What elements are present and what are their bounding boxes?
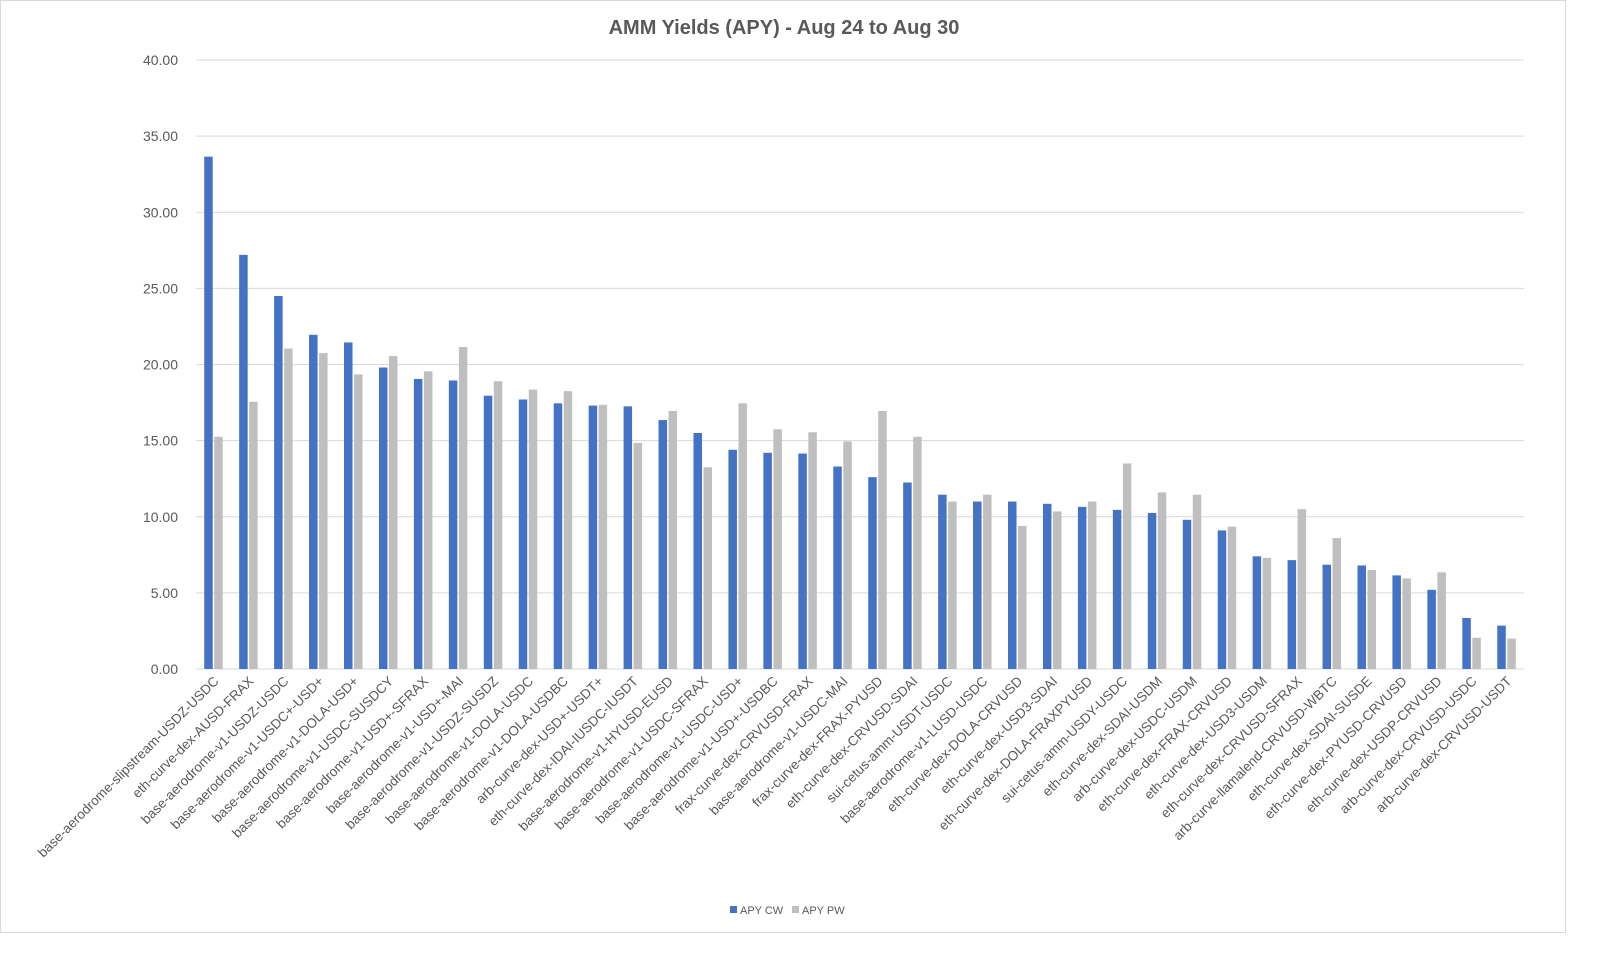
bar-apy-cw (344, 342, 353, 669)
bar-apy-pw (983, 494, 992, 669)
bar-apy-pw (1157, 492, 1167, 669)
y-tick-label: 15.00 (143, 433, 178, 449)
bar-apy-cw (1008, 501, 1017, 669)
bar-apy-cw (868, 477, 877, 669)
bar-apy-cw (274, 295, 283, 669)
y-tick-label: 25.00 (143, 280, 178, 296)
bar-apy-cw (728, 449, 737, 669)
bar-apy-pw (1262, 557, 1272, 669)
legend-swatch (792, 906, 799, 913)
bar-apy-pw (913, 436, 922, 669)
y-tick-label: 40.00 (143, 52, 178, 68)
bar-apy-pw (1367, 570, 1376, 669)
bar-apy-pw (493, 381, 503, 669)
bar-apy-pw (878, 410, 887, 669)
bar-apy-pw (319, 353, 328, 669)
bar-apy-cw (658, 420, 668, 669)
bar-apy-pw (458, 346, 468, 669)
bar-apy-cw (483, 395, 493, 669)
bar-apy-cw (204, 156, 213, 669)
bar-apy-pw (808, 432, 817, 669)
bar-apy-cw (693, 433, 702, 669)
bar-apy-cw (1287, 560, 1297, 669)
bar-apy-cw (1112, 509, 1122, 669)
chart-title: AMM Yields (APY) - Aug 24 to Aug 30 (609, 17, 960, 39)
bar-apy-pw (1297, 509, 1307, 669)
bar-apy-cw (798, 453, 807, 669)
bar-apy-pw (1052, 511, 1062, 669)
bar-apy-cw (1147, 512, 1157, 669)
bar-apy-cw (1322, 564, 1332, 669)
bar-apy-cw (413, 378, 423, 669)
bar-apy-cw (763, 452, 772, 669)
bar-apy-pw (1122, 463, 1132, 669)
bar-apy-cw (1392, 575, 1401, 669)
bar-apy-pw (214, 436, 223, 669)
bar-apy-pw (563, 391, 573, 669)
bar-apy-cw (903, 482, 912, 669)
bar-apy-cw (1217, 530, 1227, 669)
y-tick-label: 10.00 (143, 509, 178, 525)
bar-apy-pw (773, 429, 782, 669)
bar-apy-cw (1077, 506, 1087, 669)
bar-apy-cw (1427, 589, 1436, 669)
bar-apy-cw (378, 367, 388, 669)
bar-apy-pw (1437, 572, 1446, 669)
y-axis-ticks: 0.00 5.00 10.00 15.00 20.00 25.00 30.00 35.00 40… (143, 52, 178, 677)
bar-apy-pw (354, 374, 363, 669)
bar-apy-pw (528, 389, 538, 669)
bar-apy-pw (738, 403, 747, 669)
bar-apy-pw (703, 467, 712, 669)
bars (204, 156, 1516, 669)
bar-apy-cw (623, 406, 633, 669)
bar-apy-cw (1497, 625, 1506, 669)
bar-apy-cw (518, 399, 528, 669)
bar-apy-cw (1357, 565, 1366, 669)
bar-apy-pw (423, 371, 433, 669)
bar-apy-pw (843, 441, 852, 669)
bar-apy-pw (1018, 525, 1027, 669)
chart-frame: 0.00 5.00 10.00 15.00 20.00 25.00 30.00 35.00 40… (0, 0, 1566, 933)
bar-apy-cw (309, 334, 318, 669)
bar-apy-cw (1252, 556, 1262, 669)
bar-apy-pw (284, 348, 293, 669)
bar-apy-pw (388, 356, 398, 669)
y-tick-label: 0.00 (151, 661, 178, 677)
bar-apy-cw (1182, 519, 1192, 669)
bar-apy-pw (1332, 538, 1342, 669)
bar-apy-pw (249, 401, 258, 669)
bar-apy-pw (668, 410, 678, 669)
legend-label: APY PW (802, 905, 845, 917)
x-axis-labels: base-aerodrome-slipstream-USDZ-USDCeth-c… (35, 673, 1515, 860)
bar-apy-pw (598, 404, 608, 669)
y-tick-label: 20.00 (143, 357, 178, 373)
bar-apy-pw (1472, 637, 1481, 669)
bar-apy-pw (1402, 578, 1411, 669)
bar-apy-cw (973, 501, 982, 669)
bar-apy-cw (1462, 617, 1471, 669)
bar-apy-cw (833, 466, 842, 669)
bar-apy-pw (1087, 501, 1097, 669)
bar-apy-cw (588, 405, 598, 669)
y-tick-label: 35.00 (143, 128, 178, 144)
bar-apy-cw (1042, 503, 1052, 669)
bar-apy-cw (448, 380, 458, 669)
y-tick-label: 5.00 (151, 585, 178, 601)
y-tick-label: 30.00 (143, 204, 178, 220)
bar-apy-pw (633, 442, 643, 669)
bar-apy-cw (938, 494, 947, 669)
bar-chart: 0.00 5.00 10.00 15.00 20.00 25.00 30.00 35.00 40… (35, 17, 1524, 917)
bar-apy-cw (553, 403, 563, 669)
legend: APY CW APY PW (730, 905, 845, 917)
bar-apy-cw (239, 254, 248, 669)
bar-apy-pw (1192, 494, 1202, 669)
bar-apy-pw (1507, 638, 1516, 669)
legend-label: APY CW (740, 905, 784, 917)
legend-swatch (730, 906, 737, 913)
bar-apy-pw (948, 501, 957, 669)
bar-apy-pw (1227, 526, 1237, 669)
